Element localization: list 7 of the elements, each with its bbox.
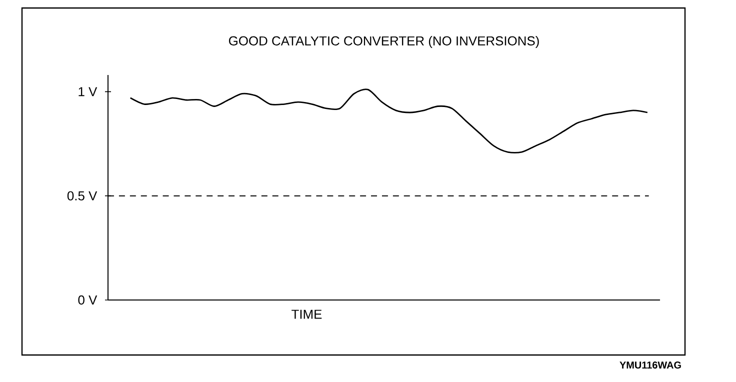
y-tick-label: 0 V: [78, 295, 98, 305]
text: YMU116WAG: [620, 362, 681, 369]
y-tick-label: 1 V: [78, 87, 98, 96]
line-series: [130, 88, 648, 154]
y-tick-label: 0.5 V: [67, 191, 98, 200]
chart-title: GOOD CATALYTIC CONVERTER (NO INVERSIONS): [228, 36, 539, 48]
x-axis-title: TIME: [292, 310, 322, 319]
